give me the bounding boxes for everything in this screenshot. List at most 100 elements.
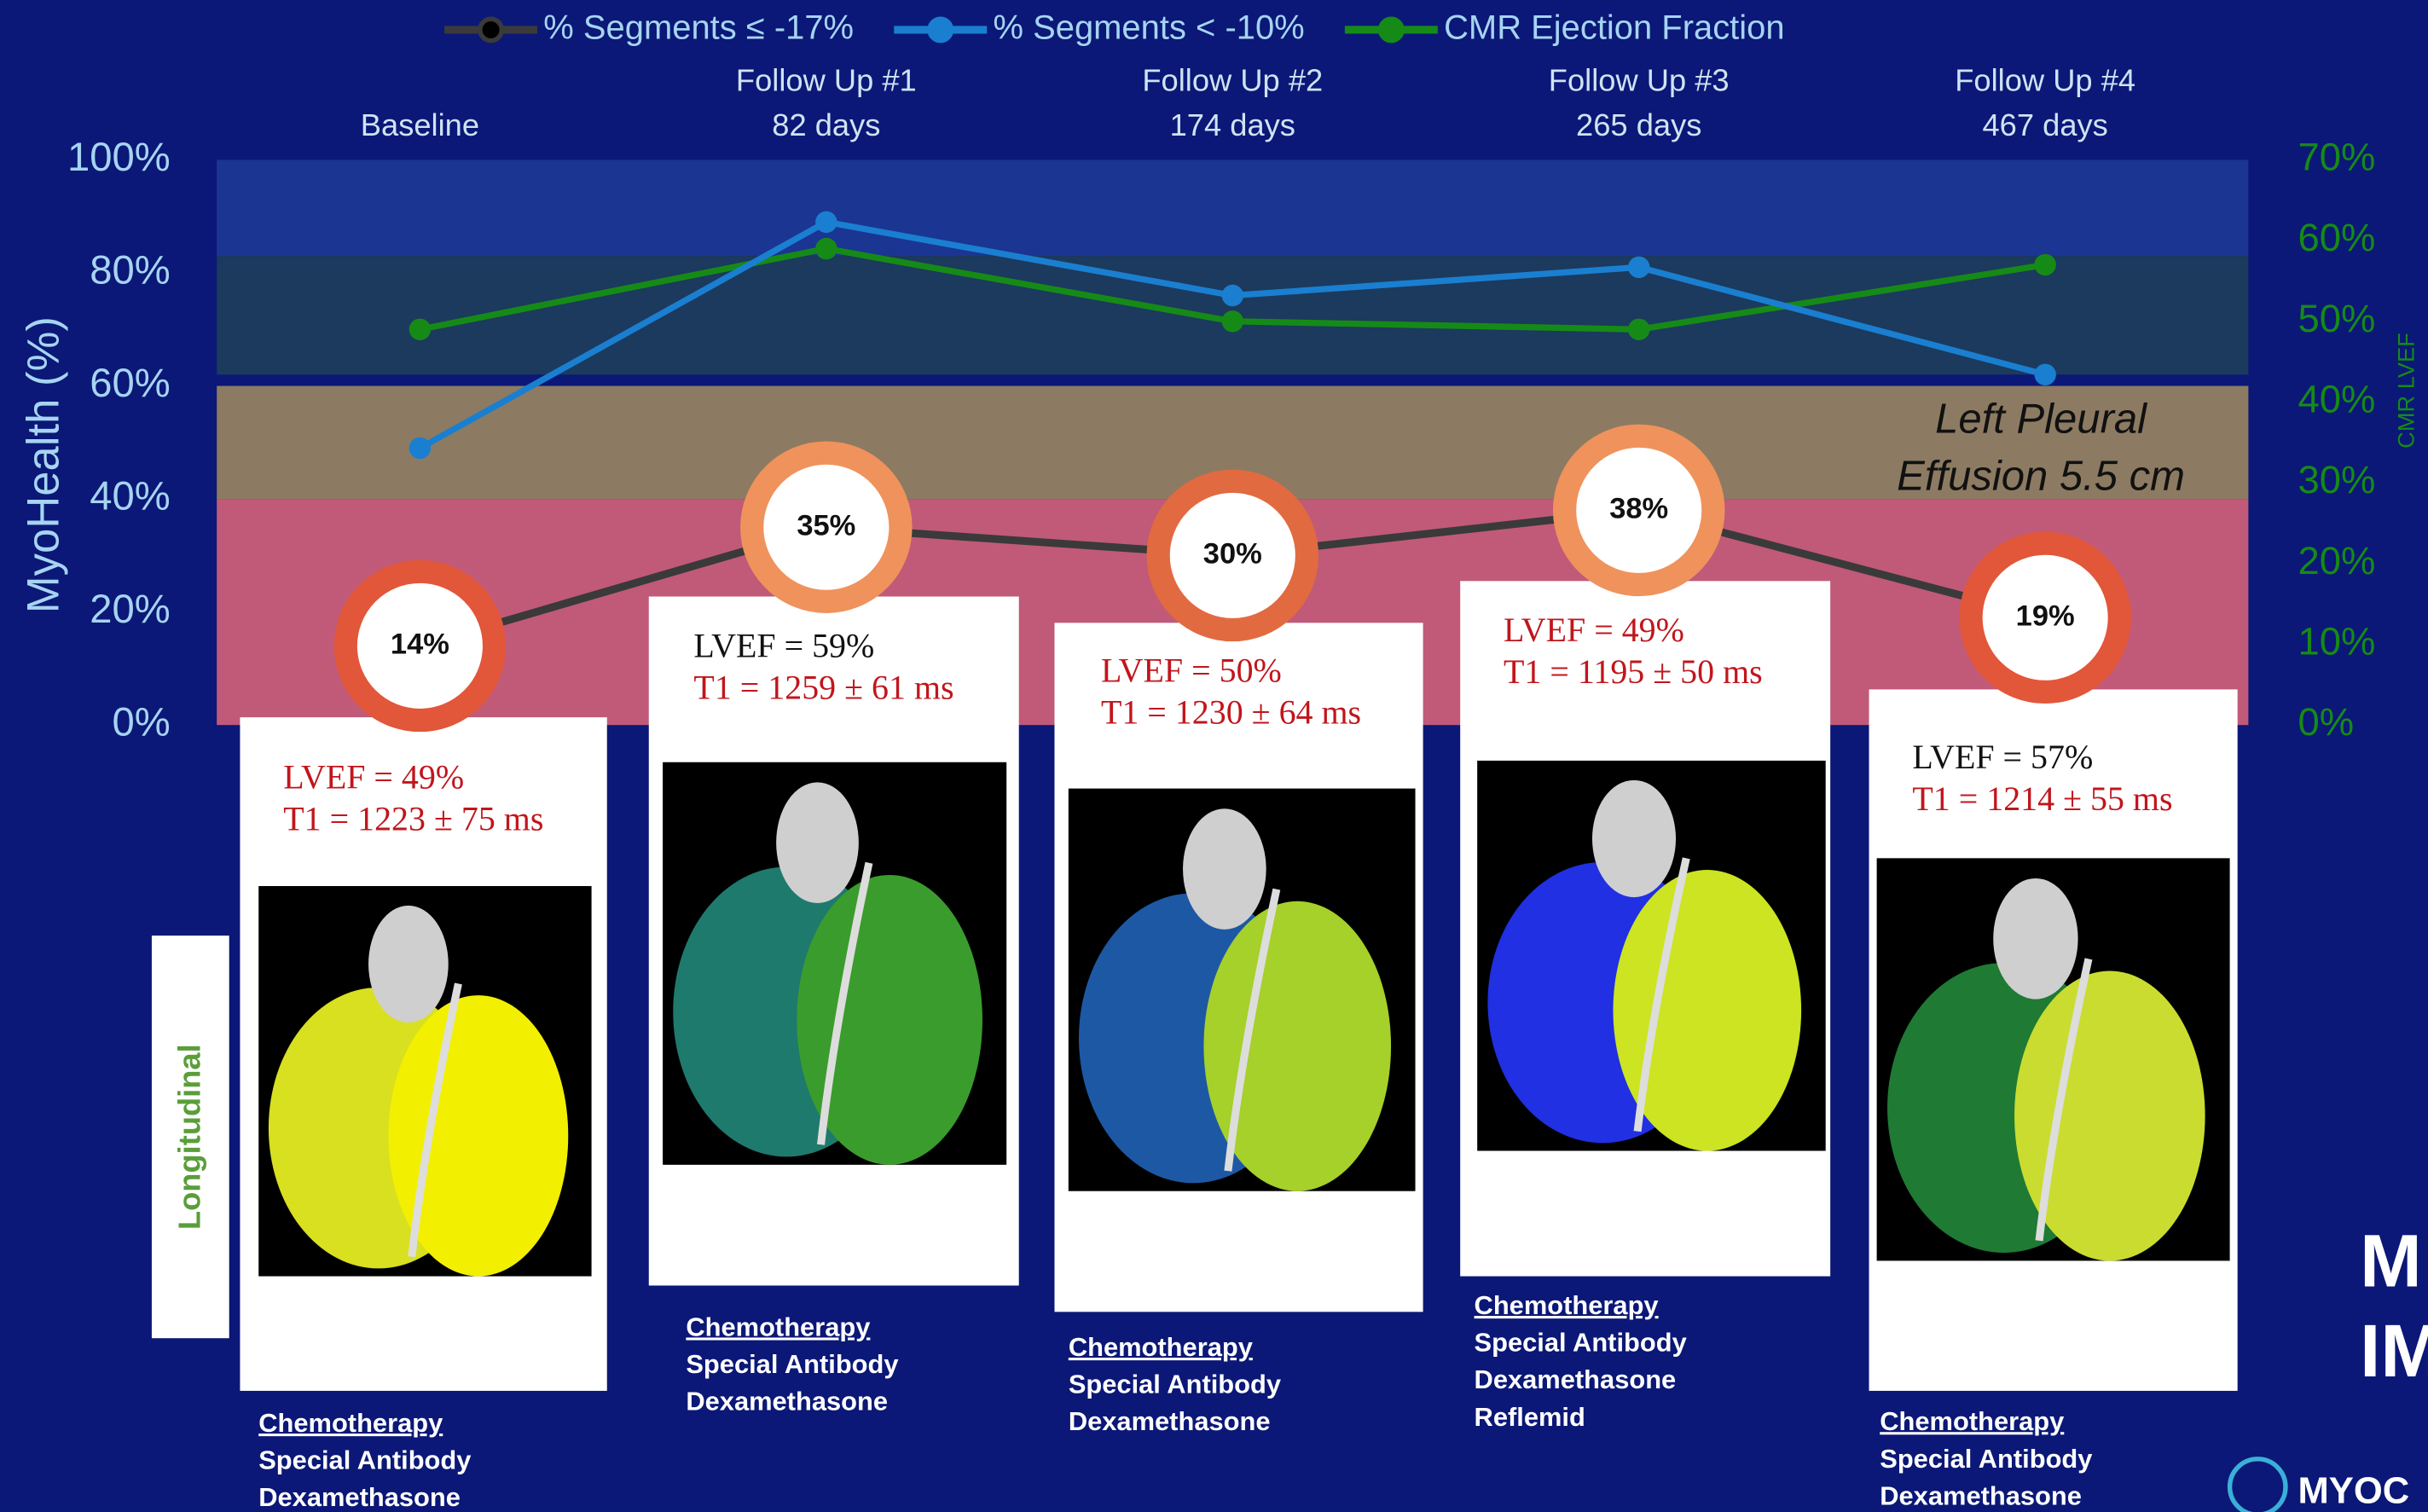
band [217,159,2249,257]
panel-treatment: Dexamethasone [1069,1406,1271,1436]
y2-axis-label: CMR LVEF [2393,333,2419,449]
heart-right [1203,901,1392,1191]
y-tick-label: 20% [90,587,170,632]
panel-treatment: Chemotherapy [686,1312,870,1341]
heart-artery [408,982,462,1258]
y-tick-label: 80% [90,247,170,293]
corner-text: M [2360,1220,2422,1303]
x-tick-label: Follow Up #2 [1142,62,1323,97]
value-label: 38% [1609,492,1668,524]
heart-aorta [1183,808,1266,930]
value-label: 19% [2016,600,2075,632]
logo-text: MYOC [2298,1470,2409,1511]
heart-right [1613,870,1802,1151]
x-tick-sublabel: 82 days [772,107,880,142]
panel-treatment: Reflemid [1475,1402,1585,1432]
panel-lvef: LVEF = 57% [1912,738,2093,776]
line-point [2034,363,2056,386]
side-label: Longitudinal [172,1044,207,1230]
value-label: 35% [797,509,855,542]
line-point [1221,284,1243,307]
x-tick-sublabel: 174 days [1170,107,1295,142]
y2-tick-label: 10% [2298,619,2375,663]
value-circle [1959,531,2131,704]
x-tick-label: Follow Up #4 [1955,62,2135,97]
panel-lvef: LVEF = 50% [1101,651,1282,689]
logo-mark [2227,1457,2288,1512]
legend-label: % Segments < -10% [994,9,1305,46]
panel-t1: T1 = 1259 ± 61 ms [693,668,953,706]
panel-treatment: Special Antibody [1475,1328,1687,1358]
panel-lvef: LVEF = 49% [283,758,464,797]
panel-t1: T1 = 1230 ± 64 ms [1101,692,1361,731]
x-tick-label: Baseline [361,107,479,142]
heart-aorta [368,905,449,1023]
panel-t1: T1 = 1223 ± 75 ms [283,800,543,838]
y2-tick-label: 30% [2298,458,2375,501]
legend-label: CMR Ejection Fraction [1444,9,1785,46]
panel-treatment: Special Antibody [686,1349,898,1379]
corner-text: IM [2360,1310,2428,1393]
heart-aorta [1591,779,1677,898]
panel-treatment: Chemotherapy [1880,1406,2064,1436]
line-point [2034,253,2056,276]
line-point [1221,310,1243,333]
panel-treatment: Chemotherapy [1475,1290,1659,1320]
heart-artery [2035,958,2093,1242]
legend-marker [927,16,954,43]
y2-tick-label: 60% [2298,216,2375,259]
x-tick-sublabel: 265 days [1576,107,1701,142]
panel-treatment: Chemotherapy [258,1408,443,1438]
y2-tick-label: 20% [2298,539,2375,582]
legend-marker [478,16,505,43]
line-point [1628,318,1650,340]
panel-treatment: Chemotherapy [1069,1332,1253,1362]
legend-marker [1377,16,1405,43]
content: 0% 20% 40% 60% 80% 100% 0% 10% 20% 30% 40% 50% 60% 70… [18,9,2428,1512]
panel-lvef: LVEF = 49% [1504,611,1684,649]
heart-aorta [1993,878,2078,999]
panel-treatment: Dexamethasone [258,1482,461,1512]
heart-right [797,874,982,1165]
line-point [1628,256,1650,279]
panel-treatment: Dexamethasone [686,1387,888,1416]
value-circle [1146,469,1319,642]
x-tick-label: Follow Up #3 [1549,62,1730,97]
value-circle [740,441,913,614]
panel-t1: T1 = 1195 ± 50 ms [1504,652,1763,691]
line-point [409,437,432,460]
y2-tick-label: 40% [2298,377,2375,420]
line-point [409,318,432,340]
y-tick-label: 40% [90,474,170,519]
y2-tick-label: 50% [2298,297,2375,340]
panel-lvef: LVEF = 59% [693,626,874,664]
heart-right [388,995,569,1277]
y2-tick-label: 70% [2298,135,2375,178]
heart-artery [1633,857,1690,1133]
y-tick-label: 60% [90,361,170,406]
panel-treatment: Dexamethasone [1880,1480,2082,1510]
x-tick-label: Follow Up #1 [736,62,917,97]
x-tick-sublabel: 467 days [1982,107,2107,142]
y-axis-label: MyoHealth (%) [18,316,68,613]
annotation: Effusion 5.5 cm [1897,453,2185,499]
heart-aorta [776,782,859,903]
y-tick-label: 0% [113,700,171,745]
value-label: 14% [391,629,449,661]
side-label-box [151,936,229,1339]
heart-artery [817,861,873,1145]
legend-label: % Segments ≤ -17% [543,9,854,46]
panel-treatment: Special Antibody [1069,1370,1281,1399]
panel-t1: T1 = 1214 ± 55 ms [1912,779,2172,818]
heart-artery [1224,888,1281,1172]
panel-treatment: Special Antibody [1880,1444,2092,1474]
line-point [815,211,837,234]
value-label: 30% [1203,537,1262,570]
line-point [815,237,837,260]
value-circle [333,559,507,733]
y2-tick-label: 0% [2298,700,2354,744]
panel-treatment: Special Antibody [258,1445,471,1475]
value-circle [1552,424,1725,597]
